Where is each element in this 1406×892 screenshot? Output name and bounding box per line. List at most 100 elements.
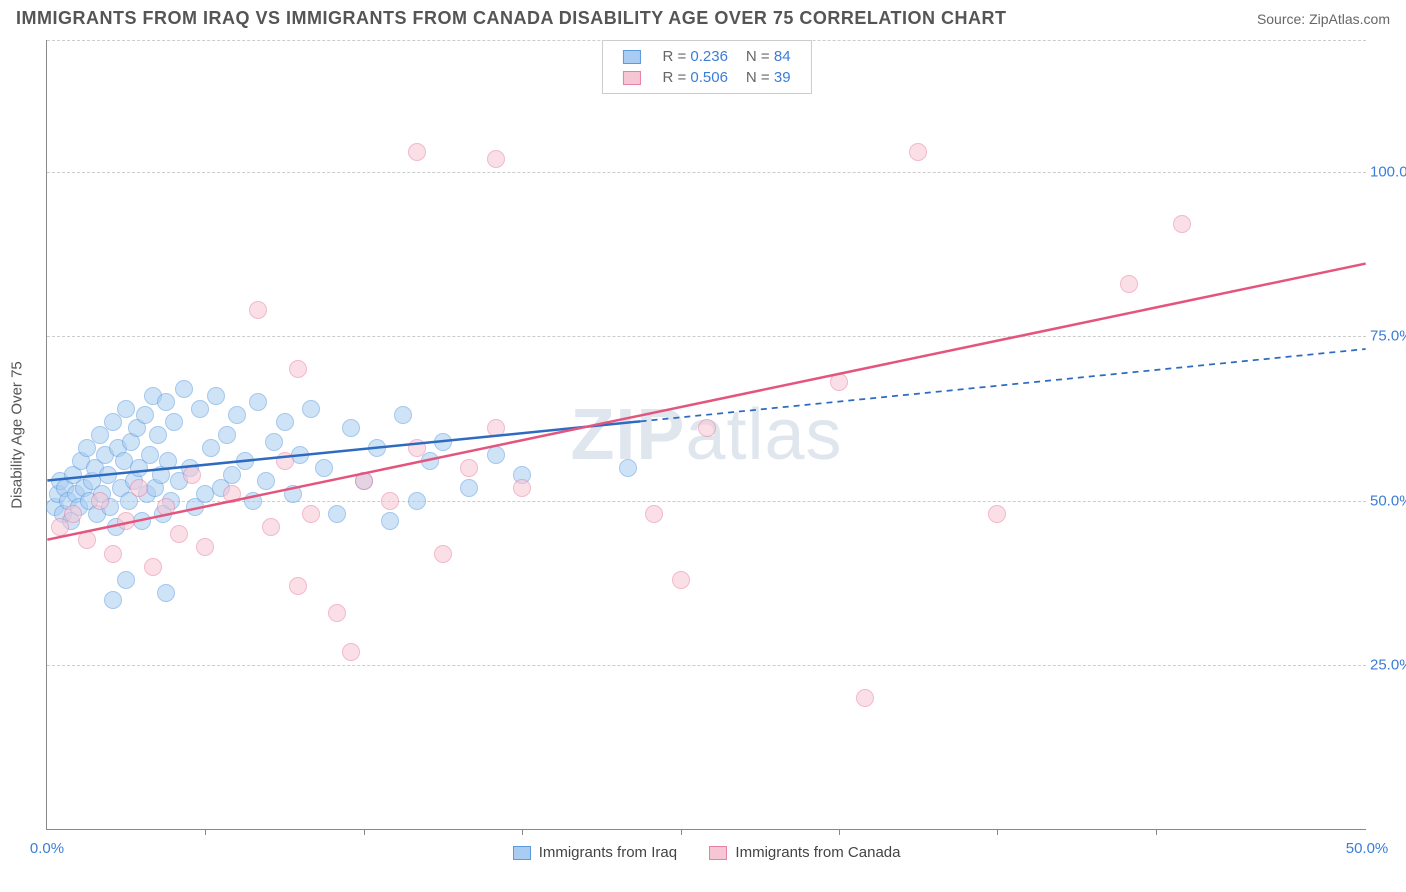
data-point <box>302 505 320 523</box>
data-point <box>149 426 167 444</box>
scatter-points <box>47 40 1366 829</box>
x-tick-mark <box>681 829 682 835</box>
data-point <box>157 584 175 602</box>
data-point <box>223 485 241 503</box>
data-point <box>988 505 1006 523</box>
data-point <box>175 380 193 398</box>
data-point <box>291 446 309 464</box>
data-point <box>487 446 505 464</box>
data-point <box>434 433 452 451</box>
legend-item-canada: Immigrants from Canada <box>709 844 900 861</box>
data-point <box>117 571 135 589</box>
n-value-iraq: 84 <box>774 48 791 65</box>
data-point <box>64 505 82 523</box>
data-point <box>104 545 122 563</box>
data-point <box>381 492 399 510</box>
data-point <box>144 558 162 576</box>
data-point <box>249 393 267 411</box>
legend-series: Immigrants from Iraq Immigrants from Can… <box>47 844 1366 861</box>
data-point <box>78 531 96 549</box>
y-tick-label: 50.0% <box>1370 492 1406 509</box>
data-point <box>130 479 148 497</box>
y-tick-label: 25.0% <box>1370 657 1406 674</box>
chart-title: IMMIGRANTS FROM IRAQ VS IMMIGRANTS FROM … <box>16 8 1007 29</box>
data-point <box>672 571 690 589</box>
data-point <box>1173 215 1191 233</box>
data-point <box>487 150 505 168</box>
swatch-canada-icon <box>709 846 727 860</box>
data-point <box>276 413 294 431</box>
data-point <box>223 466 241 484</box>
data-point <box>236 452 254 470</box>
data-point <box>408 143 426 161</box>
data-point <box>487 419 505 437</box>
data-point <box>302 400 320 418</box>
data-point <box>141 446 159 464</box>
x-tick-mark <box>997 829 998 835</box>
y-tick-label: 100.0% <box>1370 163 1406 180</box>
data-point <box>117 400 135 418</box>
data-point <box>157 498 175 516</box>
data-point <box>830 373 848 391</box>
scatter-chart: ZIPatlas Disability Age Over 75 R = 0.23… <box>46 40 1366 830</box>
data-point <box>289 577 307 595</box>
data-point <box>91 492 109 510</box>
data-point <box>249 301 267 319</box>
data-point <box>157 393 175 411</box>
source-attribution: Source: ZipAtlas.com <box>1257 11 1390 27</box>
swatch-iraq-icon <box>513 846 531 860</box>
data-point <box>856 689 874 707</box>
data-point <box>136 406 154 424</box>
data-point <box>408 492 426 510</box>
data-point <box>408 439 426 457</box>
data-point <box>460 459 478 477</box>
r-value-iraq: 0.236 <box>690 48 728 65</box>
data-point <box>381 512 399 530</box>
data-point <box>183 466 201 484</box>
data-point <box>421 452 439 470</box>
data-point <box>165 413 183 431</box>
data-point <box>276 452 294 470</box>
data-point <box>218 426 236 444</box>
x-tick-mark <box>522 829 523 835</box>
data-point <box>91 426 109 444</box>
x-tick-mark <box>364 829 365 835</box>
data-point <box>460 479 478 497</box>
data-point <box>244 492 262 510</box>
title-bar: IMMIGRANTS FROM IRAQ VS IMMIGRANTS FROM … <box>0 0 1406 33</box>
legend-stats: R = 0.236 N = 84 R = 0.506 N = 39 <box>601 40 811 94</box>
data-point <box>513 479 531 497</box>
data-point <box>698 419 716 437</box>
data-point <box>78 439 96 457</box>
data-point <box>315 459 333 477</box>
data-point <box>133 512 151 530</box>
data-point <box>342 419 360 437</box>
data-point <box>284 485 302 503</box>
r-value-canada: 0.506 <box>690 69 728 86</box>
data-point <box>289 360 307 378</box>
data-point <box>104 413 122 431</box>
n-value-canada: 39 <box>774 69 791 86</box>
data-point <box>434 545 452 563</box>
data-point <box>265 433 283 451</box>
x-tick-mark <box>205 829 206 835</box>
data-point <box>117 512 135 530</box>
x-tick-mark <box>1156 829 1157 835</box>
data-point <box>328 505 346 523</box>
legend-row-canada: R = 0.506 N = 39 <box>614 68 798 87</box>
data-point <box>355 472 373 490</box>
data-point <box>328 604 346 622</box>
data-point <box>262 518 280 536</box>
y-axis-label: Disability Age Over 75 <box>9 361 26 509</box>
swatch-iraq <box>622 50 640 64</box>
data-point <box>196 538 214 556</box>
swatch-canada <box>622 71 640 85</box>
data-point <box>207 387 225 405</box>
legend-item-iraq: Immigrants from Iraq <box>513 844 678 861</box>
x-tick-mark <box>839 829 840 835</box>
data-point <box>368 439 386 457</box>
data-point <box>51 518 69 536</box>
data-point <box>909 143 927 161</box>
data-point <box>619 459 637 477</box>
data-point <box>202 439 220 457</box>
